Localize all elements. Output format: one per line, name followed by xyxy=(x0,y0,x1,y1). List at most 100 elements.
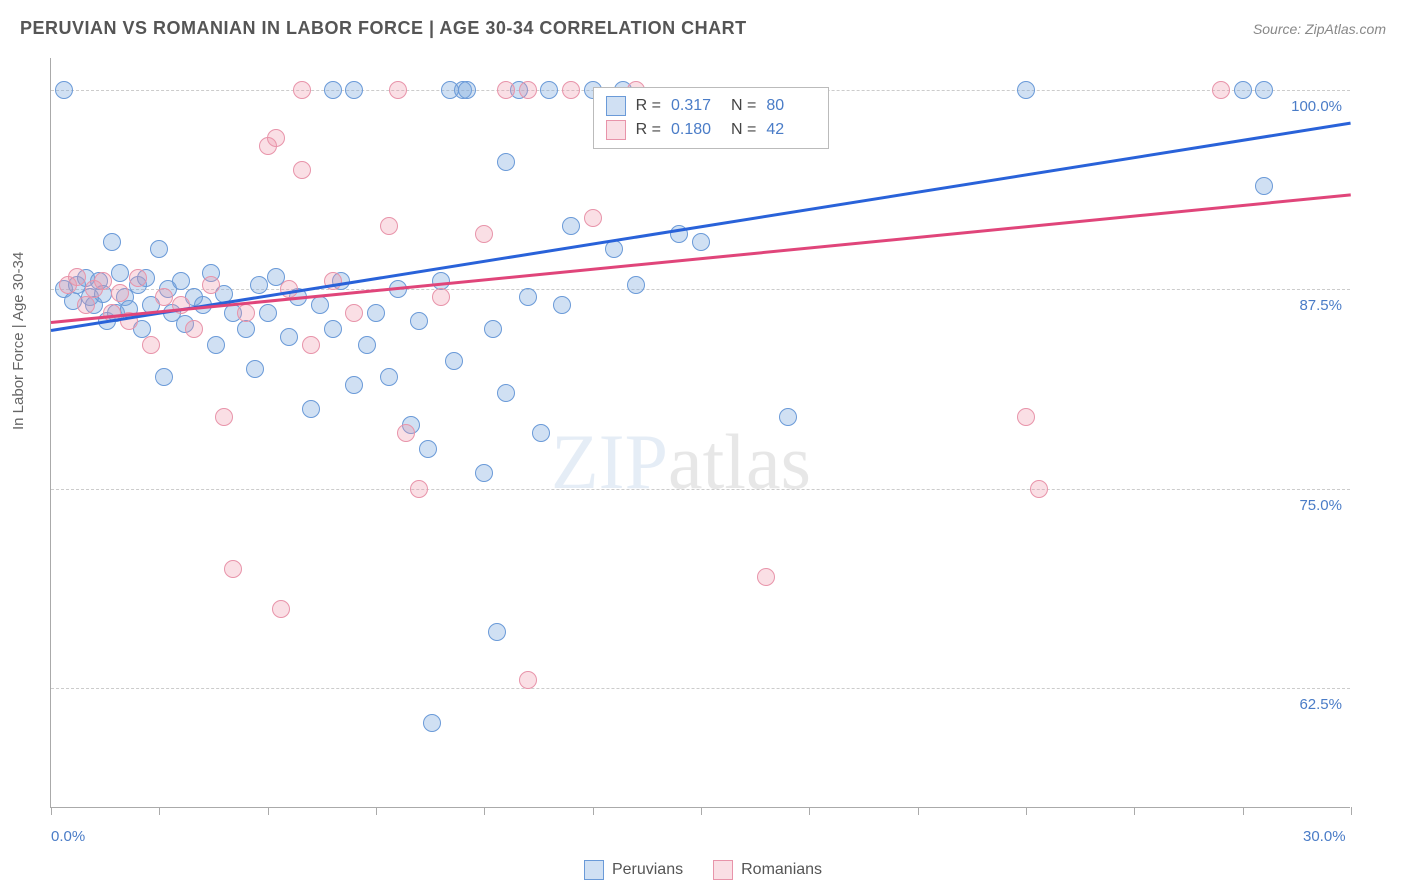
data-point xyxy=(532,424,550,442)
data-point xyxy=(1017,408,1035,426)
y-tick-label: 100.0% xyxy=(1291,98,1342,115)
x-tick xyxy=(1351,807,1352,815)
swatch-peruvians xyxy=(584,860,604,880)
data-point xyxy=(410,312,428,330)
data-point xyxy=(103,233,121,251)
data-point xyxy=(207,336,225,354)
data-point xyxy=(410,480,428,498)
data-point xyxy=(488,623,506,641)
gridline-h xyxy=(51,489,1350,490)
trend-line xyxy=(51,122,1351,332)
x-tick xyxy=(809,807,810,815)
data-point xyxy=(259,304,277,322)
data-point xyxy=(77,296,95,314)
data-point xyxy=(380,368,398,386)
x-tick-label: 0.0% xyxy=(51,828,85,845)
watermark-zip: ZIP xyxy=(551,418,668,505)
y-tick-label: 62.5% xyxy=(1299,696,1342,713)
data-point xyxy=(237,320,255,338)
legend-label-peruvians: Peruvians xyxy=(612,861,683,879)
data-point xyxy=(280,328,298,346)
stats-row: R =0.317N =80 xyxy=(606,94,817,118)
source-label: Source: xyxy=(1253,21,1305,37)
swatch-romanians xyxy=(713,860,733,880)
chart-header: PERUVIAN VS ROMANIAN IN LABOR FORCE | AG… xyxy=(20,18,1386,39)
legend-item-peruvians: Peruvians xyxy=(584,860,683,880)
x-tick xyxy=(918,807,919,815)
data-point xyxy=(302,336,320,354)
data-point xyxy=(458,81,476,99)
x-tick xyxy=(51,807,52,815)
gridline-h xyxy=(51,289,1350,290)
data-point xyxy=(584,209,602,227)
data-point xyxy=(202,276,220,294)
data-point xyxy=(345,81,363,99)
data-point xyxy=(94,272,112,290)
data-point xyxy=(553,296,571,314)
data-point xyxy=(779,408,797,426)
n-label: N = xyxy=(731,97,756,115)
data-point xyxy=(423,714,441,732)
data-point xyxy=(293,161,311,179)
watermark-atlas: atlas xyxy=(668,418,811,505)
r-value: 0.317 xyxy=(671,97,721,115)
data-point xyxy=(172,272,190,290)
data-point xyxy=(293,81,311,99)
data-point xyxy=(267,129,285,147)
data-point xyxy=(311,296,329,314)
data-point xyxy=(519,288,537,306)
data-point xyxy=(519,671,537,689)
data-point xyxy=(142,336,160,354)
data-point xyxy=(68,268,86,286)
data-point xyxy=(246,360,264,378)
data-point xyxy=(111,284,129,302)
x-tick xyxy=(1026,807,1027,815)
data-point xyxy=(484,320,502,338)
data-point xyxy=(302,400,320,418)
data-point xyxy=(272,600,290,618)
data-point xyxy=(397,424,415,442)
data-point xyxy=(1212,81,1230,99)
gridline-h xyxy=(51,688,1350,689)
data-point xyxy=(324,81,342,99)
stats-box: R =0.317N =80R =0.180N =42 xyxy=(593,87,830,149)
data-point xyxy=(562,81,580,99)
y-tick-label: 87.5% xyxy=(1299,297,1342,314)
x-tick xyxy=(593,807,594,815)
data-point xyxy=(129,269,147,287)
data-point xyxy=(389,81,407,99)
data-point xyxy=(155,368,173,386)
legend-label-romanians: Romanians xyxy=(741,861,822,879)
data-point xyxy=(185,320,203,338)
data-point xyxy=(155,288,173,306)
n-label: N = xyxy=(731,121,756,139)
data-point xyxy=(324,320,342,338)
data-point xyxy=(367,304,385,322)
data-point xyxy=(1255,177,1273,195)
data-point xyxy=(497,153,515,171)
data-point xyxy=(1017,81,1035,99)
data-point xyxy=(692,233,710,251)
data-point xyxy=(1234,81,1252,99)
n-value: 80 xyxy=(766,97,816,115)
bottom-legend: Peruvians Romanians xyxy=(0,860,1406,880)
data-point xyxy=(757,568,775,586)
data-point xyxy=(1255,81,1273,99)
n-value: 42 xyxy=(766,121,816,139)
x-tick xyxy=(701,807,702,815)
x-tick-label: 30.0% xyxy=(1303,828,1346,845)
stats-swatch xyxy=(606,120,626,140)
data-point xyxy=(519,81,537,99)
data-point xyxy=(432,288,450,306)
data-point xyxy=(55,81,73,99)
stats-row: R =0.180N =42 xyxy=(606,118,817,142)
data-point xyxy=(419,440,437,458)
data-point xyxy=(215,408,233,426)
data-point xyxy=(497,384,515,402)
data-point xyxy=(497,81,515,99)
data-point xyxy=(475,225,493,243)
x-tick xyxy=(376,807,377,815)
stats-swatch xyxy=(606,96,626,116)
y-axis-label: In Labor Force | Age 30-34 xyxy=(10,252,27,430)
data-point xyxy=(627,276,645,294)
